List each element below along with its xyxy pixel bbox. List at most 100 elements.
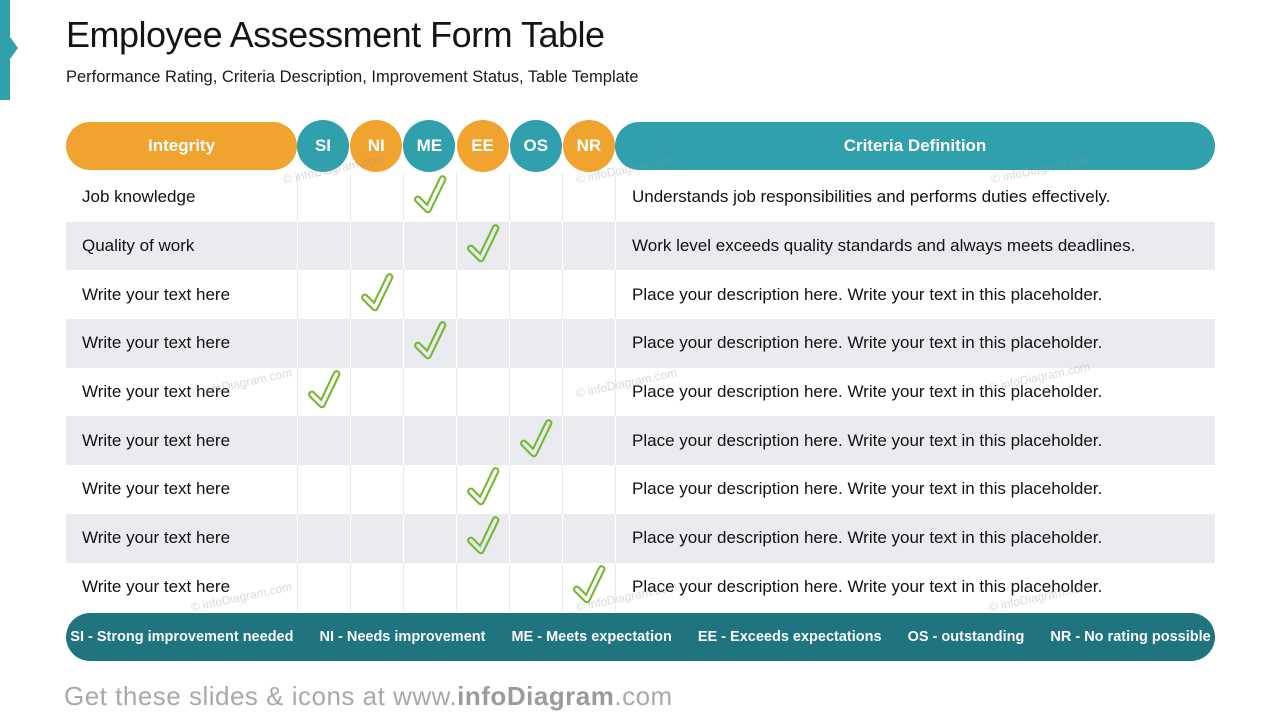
rating-cell-NI [350, 513, 403, 563]
rating-cell-ME [403, 173, 456, 222]
rating-cell-OS [509, 221, 562, 271]
criteria-cell: Place your description here. Write your … [615, 562, 1215, 612]
rating-cell-NI [350, 270, 403, 320]
column-header-NR: NR [562, 120, 615, 172]
table-row: Write your text here Place your descripti… [66, 319, 1215, 368]
criteria-cell: Place your description here. Write your … [615, 416, 1215, 466]
rating-cell-NI [350, 173, 403, 222]
rating-cell-NI [350, 221, 403, 271]
check-icon [520, 418, 553, 458]
rating-cell-EE [456, 513, 509, 563]
criteria-cell: Place your description here. Write your … [615, 513, 1215, 563]
row-label: Write your text here [82, 430, 231, 450]
rating-cell-ME [403, 465, 456, 514]
check-icon [467, 224, 500, 263]
footer-credit-link[interactable]: Get these slides & icons at www.infoDiag… [64, 681, 673, 712]
check-icon [573, 565, 606, 604]
table-row: Write your text here Place your descripti… [66, 513, 1215, 563]
column-header-SI: SI [297, 120, 349, 172]
rating-cell-EE [456, 562, 509, 612]
rating-cell-ME [403, 367, 456, 417]
criteria-cell: Place your description here. Write your … [615, 465, 1215, 514]
rating-cell-NR [562, 221, 615, 271]
column-header-NI: NI [350, 120, 403, 172]
rating-cell-SI [297, 319, 350, 368]
rating-cell-OS [509, 416, 562, 466]
rating-cell-OS [509, 562, 562, 612]
rating-cell-NI [350, 465, 403, 514]
criteria-cell: Understands job responsibilities and per… [615, 173, 1215, 222]
check-icon [361, 272, 394, 311]
rating-cell-OS [509, 270, 562, 320]
check-icon [308, 370, 341, 409]
row-label: Write your text here [82, 382, 231, 402]
row-label: Write your text here [82, 576, 231, 596]
table-row: Write your text here Place your descripti… [66, 465, 1215, 514]
criteria-cell: Place your description here. Write your … [615, 319, 1215, 368]
rating-cell-OS [509, 367, 562, 417]
page-subtitle: Performance Rating, Criteria Description… [66, 68, 639, 86]
table-row: Job knowledge Understands job responsibil… [66, 173, 1215, 222]
rating-cell-SI [297, 416, 350, 466]
rating-cell-EE [456, 173, 509, 222]
rating-cell-SI [297, 367, 350, 417]
rating-cell-SI [297, 270, 350, 320]
accent-bar [0, 0, 10, 100]
rating-cell-NR [562, 319, 615, 368]
row-label: Quality of work [82, 236, 195, 256]
column-header-EE: EE [456, 120, 509, 172]
rating-cell-ME [403, 319, 456, 368]
check-icon [414, 175, 447, 214]
legend-item: SI - Strong improvement needed [70, 629, 294, 645]
rating-cell-NI [350, 562, 403, 612]
rating-cell-NR [562, 513, 615, 563]
rating-cell-ME [403, 221, 456, 271]
legend-bar: SI - Strong improvement needed NI - Needs… [66, 613, 1215, 661]
column-header-criteria-definition: Criteria Definition [615, 122, 1215, 170]
rating-cell-SI [297, 513, 350, 563]
check-icon [467, 467, 500, 506]
rating-cell-EE [456, 465, 509, 514]
column-header-OS: OS [509, 120, 562, 172]
row-label: Write your text here [82, 284, 231, 304]
criteria-cell: Place your description here. Write your … [615, 270, 1215, 320]
rating-cell-ME [403, 416, 456, 466]
legend-item: ME - Meets expectation [511, 629, 672, 645]
rating-cell-ME [403, 270, 456, 320]
row-label: Write your text here [82, 528, 231, 548]
legend-item: EE - Exceeds expectations [697, 629, 882, 645]
rating-cell-OS [509, 513, 562, 563]
footer-prefix: Get these slides & icons at www. [64, 681, 458, 711]
rating-cell-EE [456, 221, 509, 271]
rating-cell-SI [297, 562, 350, 612]
legend-item: OS - outstanding [907, 629, 1025, 645]
criteria-cell: Work level exceeds quality standards and… [615, 221, 1215, 271]
rating-cell-OS [509, 465, 562, 514]
rating-cell-SI [297, 173, 350, 222]
table-row: Write your text here Place your descripti… [66, 270, 1215, 320]
rating-cell-OS [509, 319, 562, 368]
rating-cell-EE [456, 416, 509, 466]
rating-cell-ME [403, 513, 456, 563]
row-label: Job knowledge [82, 187, 196, 207]
row-label: Write your text here [82, 333, 231, 353]
rating-cell-NI [350, 319, 403, 368]
rating-cell-OS [509, 173, 562, 222]
rating-cell-NR [562, 465, 615, 514]
page-title: Employee Assessment Form Table [66, 14, 605, 55]
table-row: Write your text here Place your descripti… [66, 367, 1215, 417]
rating-cell-SI [297, 465, 350, 514]
rating-cell-NR [562, 270, 615, 320]
rating-cell-EE [456, 319, 509, 368]
rating-cell-SI [297, 221, 350, 271]
chevron-right-icon [10, 37, 18, 59]
column-header-integrity: Integrity [66, 122, 297, 170]
rating-cell-ME [403, 562, 456, 612]
column-header-ME: ME [403, 120, 456, 172]
table-header-row: Integrity SI NI ME EE OS NR Criteria Definiti… [66, 120, 1215, 172]
rating-column-headers: SI NI ME EE OS NR [297, 120, 615, 172]
row-label: Write your text here [82, 479, 231, 499]
rating-cell-NR [562, 173, 615, 222]
legend-item: NI - Needs improvement [319, 629, 486, 645]
